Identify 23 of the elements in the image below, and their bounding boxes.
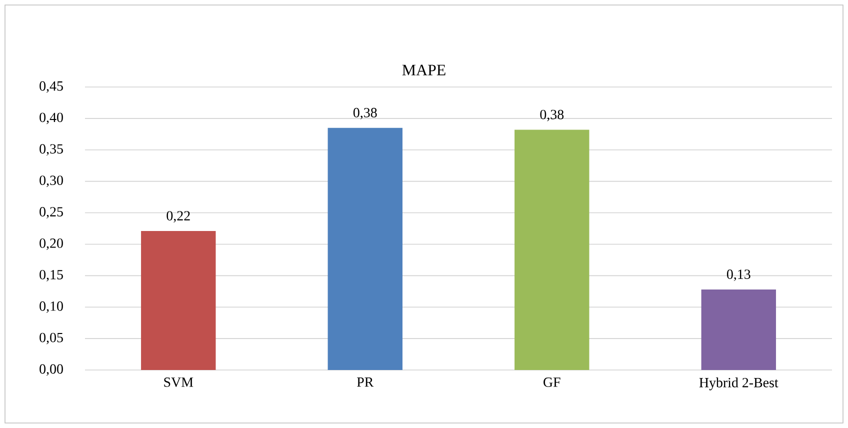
- chart-title: MAPE: [402, 64, 446, 76]
- x-tick-label: Hybrid 2-Best: [699, 378, 778, 390]
- y-tick-label: 0,15: [40, 270, 63, 282]
- y-tick-label: 0,05: [40, 332, 63, 344]
- y-tick-label: 0,45: [40, 81, 63, 93]
- y-tick-label: 0,20: [40, 238, 63, 250]
- data-label: 0,38: [353, 108, 377, 120]
- y-tick-label: 0,25: [40, 207, 63, 218]
- bar: [328, 128, 402, 370]
- y-tick-label: 0,35: [40, 144, 63, 156]
- x-tick-label: SVM: [164, 378, 194, 387]
- y-tick-label: 0,00: [40, 364, 63, 376]
- data-label: 0,38: [540, 110, 564, 122]
- data-label: 0,22: [166, 211, 190, 222]
- bar: [141, 231, 216, 370]
- y-tick-label: 0,30: [40, 176, 63, 188]
- y-tick-label: 0,40: [40, 112, 63, 124]
- data-label: 0,13: [726, 270, 750, 281]
- x-tick-label: GF: [544, 378, 560, 387]
- x-tick-label: PR: [357, 378, 374, 387]
- bar: [514, 130, 590, 370]
- y-tick-label: 0,10: [40, 301, 63, 313]
- bar: [701, 290, 776, 370]
